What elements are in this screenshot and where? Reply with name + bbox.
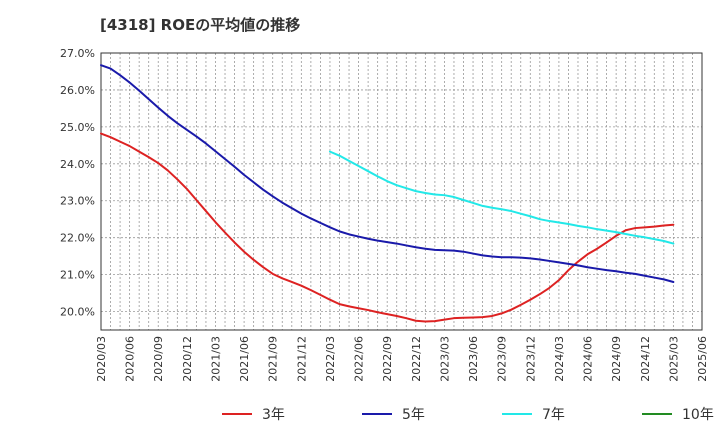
x-tick-label: 2020/06 [124,336,137,382]
y-tick-label: 20.0% [60,306,95,319]
x-tick-label: 2024/06 [582,336,595,382]
x-tick-label: 2023/06 [467,336,480,382]
x-tick-label: 2021/09 [267,336,280,382]
x-tick-label: 2020/03 [95,336,108,382]
x-tick-label: 2025/03 [667,336,680,382]
series-line-3 [328,150,675,245]
plot-frame [100,52,703,331]
x-tick-label: 2022/03 [324,336,337,382]
x-tick-label: 2021/03 [209,336,222,382]
x-tick-label: 2023/12 [524,336,537,382]
series-line-1 [100,132,675,323]
legend-label: 10年 [682,407,714,423]
legend-label: 5年 [402,407,425,423]
legend-label: 3年 [262,407,285,423]
x-tick-label: 2024/09 [610,336,623,382]
series-line-2 [100,64,675,283]
y-tick-label: 25.0% [60,121,95,134]
y-tick-label: 27.0% [60,47,95,60]
x-tick-label: 2020/09 [152,336,165,382]
y-tick-label: 26.0% [60,84,95,97]
x-tick-label: 2021/12 [295,336,308,382]
x-tick-label: 2023/03 [438,336,451,382]
x-tick-label: 2021/06 [238,336,251,382]
x-tick-label: 2022/09 [381,336,394,382]
chart-title: [4318] ROEの平均値の推移 [100,16,301,34]
y-tick-label: 22.0% [60,232,95,245]
x-tick-label: 2022/06 [353,336,366,382]
x-tick-label: 2025/06 [696,336,709,382]
x-tick-label: 2024/03 [553,336,566,382]
x-tick-label: 2023/09 [496,336,509,382]
y-tick-label: 21.0% [60,269,95,282]
y-tick-label: 24.0% [60,158,95,171]
y-tick-label: 23.0% [60,195,95,208]
legend-label: 7年 [542,407,565,423]
x-tick-label: 2022/12 [410,336,423,382]
x-tick-label: 2024/12 [639,336,652,382]
x-tick-label: 2020/12 [181,336,194,382]
